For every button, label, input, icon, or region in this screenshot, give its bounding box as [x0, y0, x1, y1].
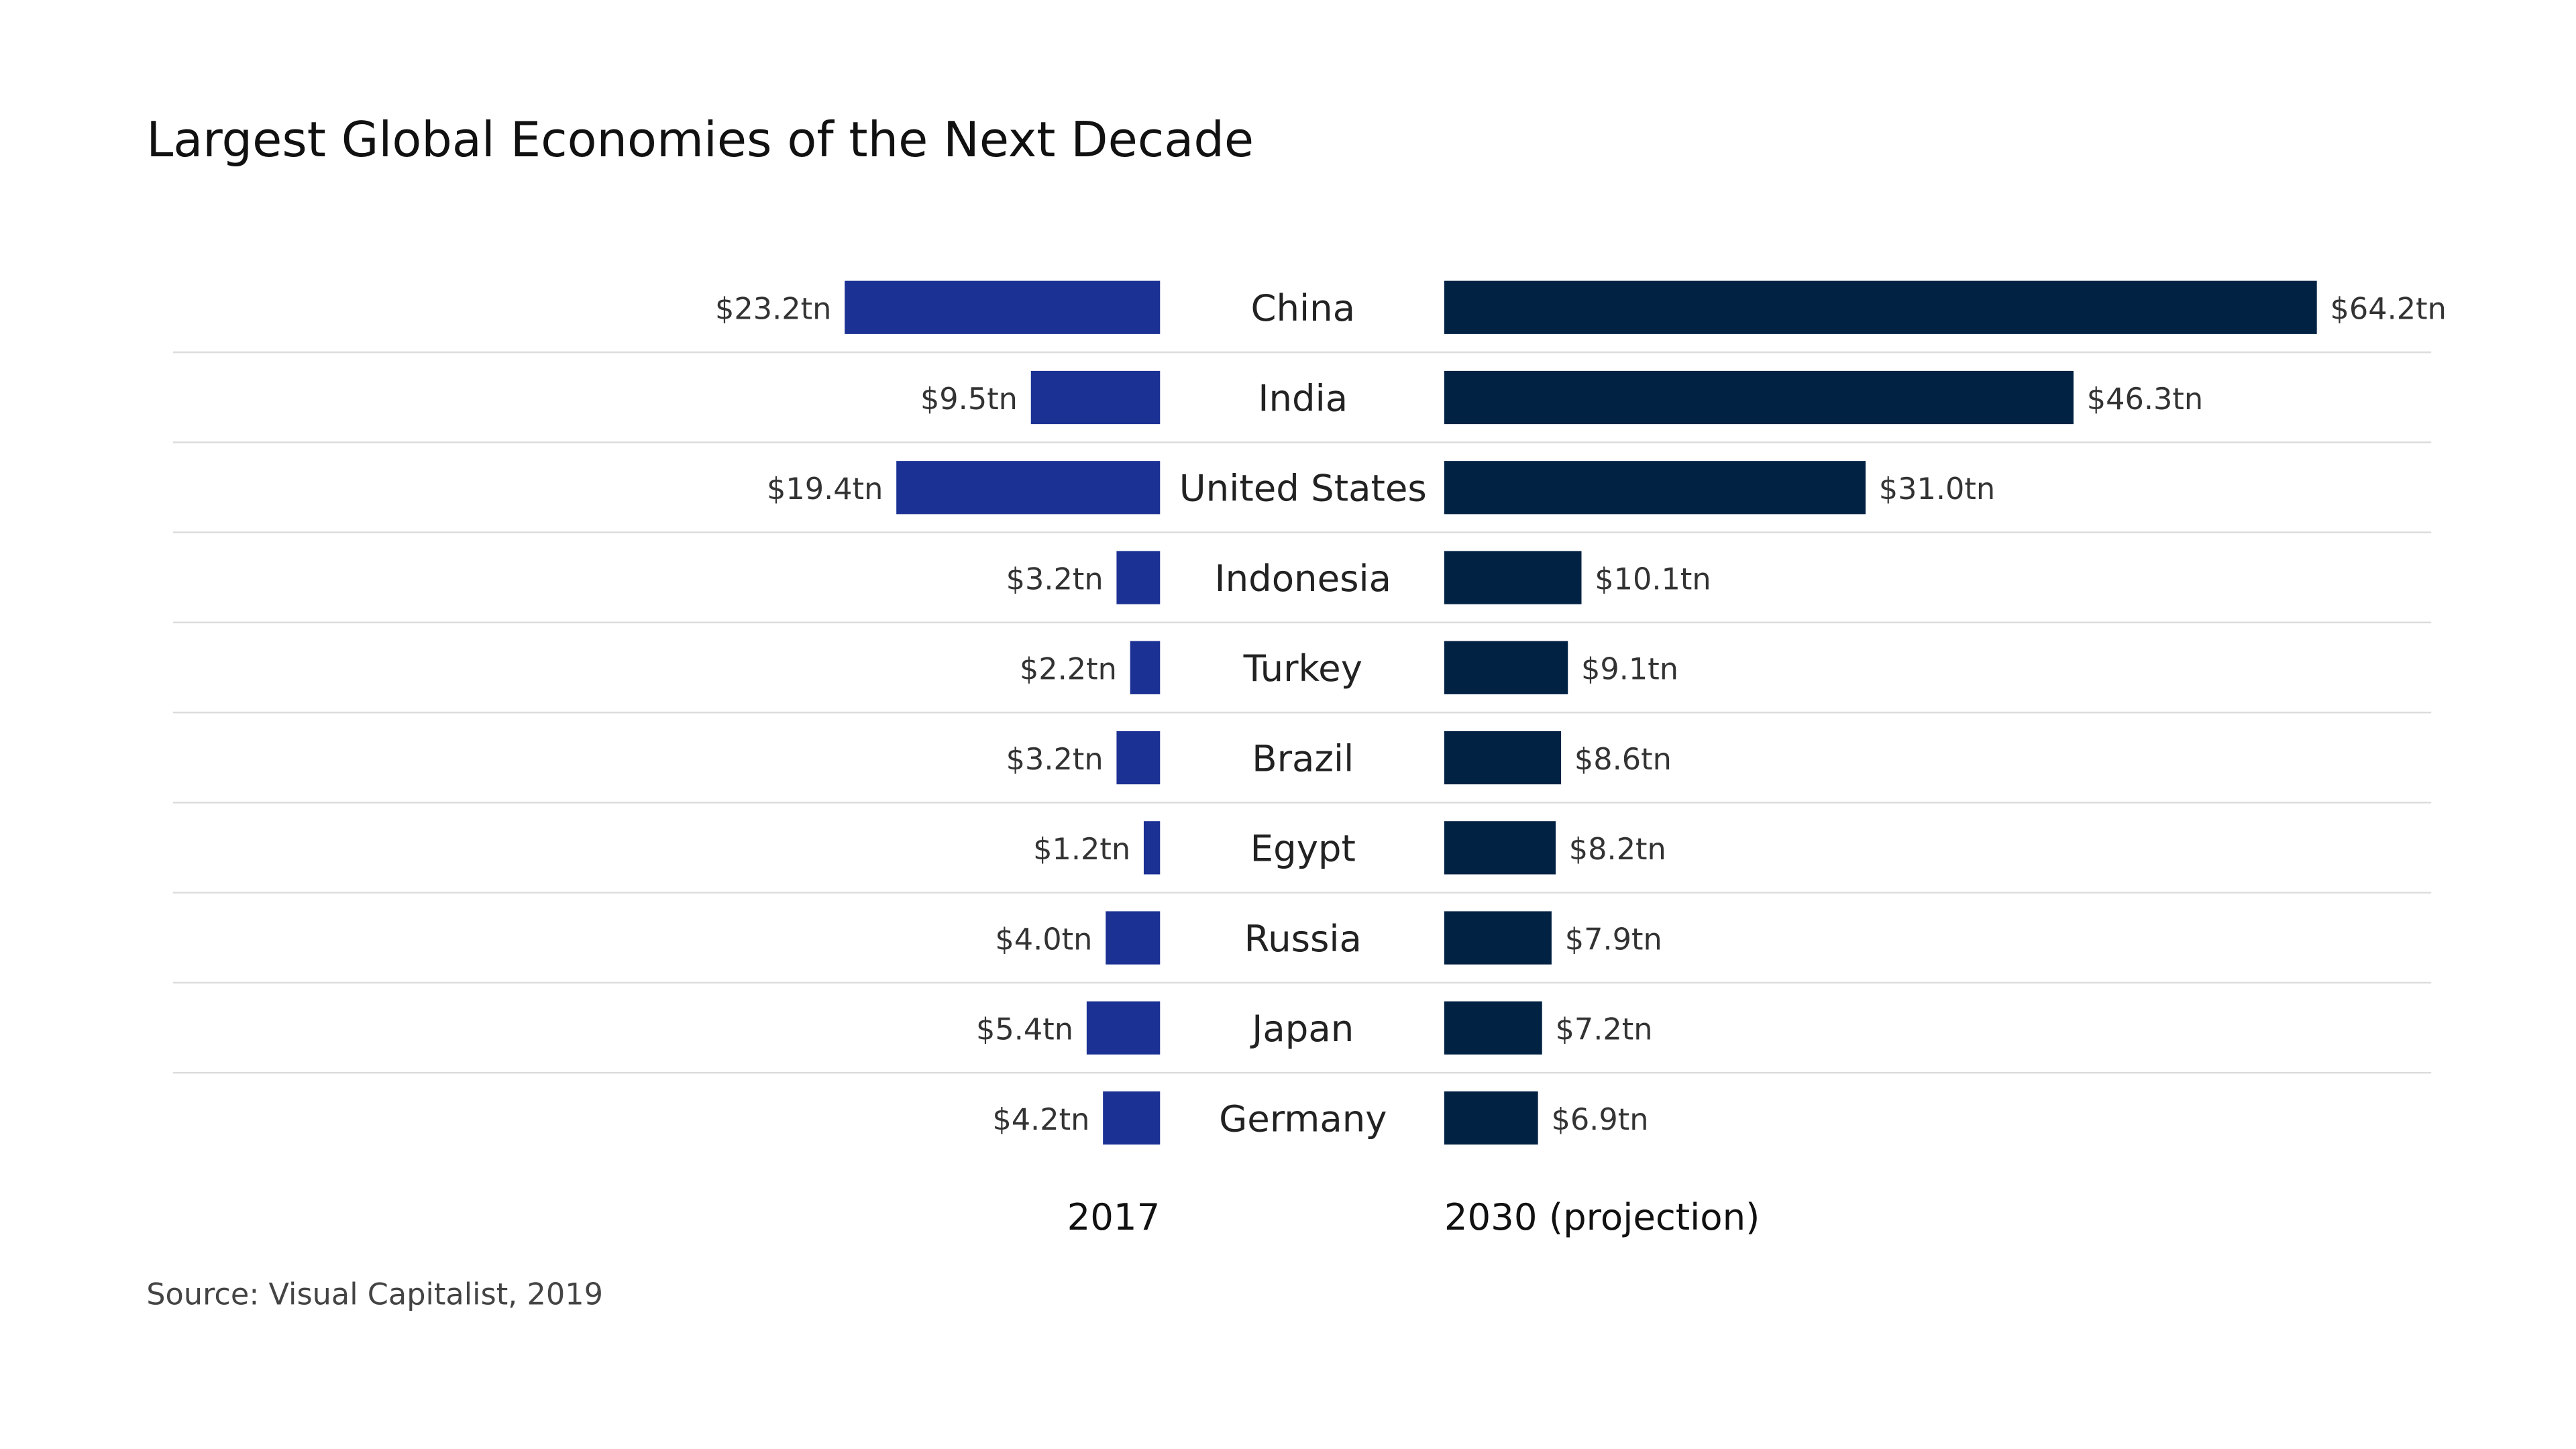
bar-2030: [1444, 821, 1556, 875]
bar-2030: [1444, 911, 1552, 965]
value-label-2017: $9.5tn: [920, 382, 1018, 417]
value-label-2017: $19.4tn: [767, 472, 883, 506]
bar-2017: [1103, 1091, 1161, 1145]
chart-title: Largest Global Economies of the Next Dec…: [146, 111, 1254, 168]
value-label-2017: $3.2tn: [1006, 561, 1104, 596]
value-label-2030: $64.2tn: [2330, 292, 2447, 327]
country-label: Indonesia: [1215, 557, 1391, 600]
bar-2030: [1444, 731, 1562, 785]
country-label: Germany: [1219, 1097, 1387, 1140]
value-label-2017: $4.2tn: [992, 1102, 1089, 1137]
bar-2030: [1444, 370, 2074, 425]
bar-2017: [1143, 821, 1161, 875]
bar-2017: [1116, 551, 1161, 604]
value-label-2017: $23.2tn: [715, 292, 831, 327]
value-label-2030: $6.9tn: [1551, 1102, 1648, 1137]
value-label-2030: $7.2tn: [1556, 1012, 1653, 1047]
bar-2017: [1106, 911, 1161, 965]
bar-2030: [1444, 551, 1582, 604]
country-label: United States: [1179, 467, 1427, 510]
value-label-2017: $4.0tn: [995, 922, 1092, 957]
bar-2017: [1086, 1001, 1161, 1055]
value-label-2030: $9.1tn: [1581, 652, 1678, 687]
value-label-2017: $2.2tn: [1020, 652, 1117, 687]
value-label-2030: $8.2tn: [1569, 832, 1666, 867]
country-label: Japan: [1250, 1007, 1354, 1050]
series-label-2030: 2030 (projection): [1444, 1195, 1760, 1238]
chart-rows: $23.2tn $64.2tn China $9.5tn $46.3tn India $19…: [172, 280, 2447, 1145]
bar-2017: [1030, 370, 1161, 425]
country-label: China: [1250, 286, 1355, 329]
value-label-2030: $10.1tn: [1595, 561, 1711, 596]
source-note: Source: Visual Capitalist, 2019: [146, 1277, 603, 1311]
bar-2030: [1444, 280, 2317, 334]
value-label-2030: $31.0tn: [1879, 472, 1995, 506]
country-label: Russia: [1244, 917, 1362, 960]
bar-2017: [896, 461, 1161, 515]
value-label-2017: $1.2tn: [1033, 832, 1130, 867]
value-label-2030: $8.6tn: [1574, 742, 1672, 777]
bar-2017: [1130, 641, 1161, 694]
bar-2030: [1444, 1091, 1538, 1145]
series-label-2017: 2017: [1067, 1195, 1161, 1238]
country-label: Turkey: [1243, 647, 1362, 690]
country-label: Egypt: [1250, 827, 1356, 870]
bar-2017: [845, 280, 1161, 334]
country-label: Brazil: [1252, 737, 1354, 780]
country-label: India: [1258, 376, 1348, 419]
value-label-2017: $5.4tn: [976, 1012, 1073, 1047]
value-label-2030: $46.3tn: [2087, 382, 2203, 417]
bar-2030: [1444, 641, 1568, 694]
bar-2030: [1444, 1001, 1542, 1055]
bar-2030: [1444, 461, 1866, 515]
value-label-2030: $7.9tn: [1565, 922, 1662, 957]
bar-2017: [1116, 731, 1161, 785]
value-label-2017: $3.2tn: [1006, 742, 1104, 777]
